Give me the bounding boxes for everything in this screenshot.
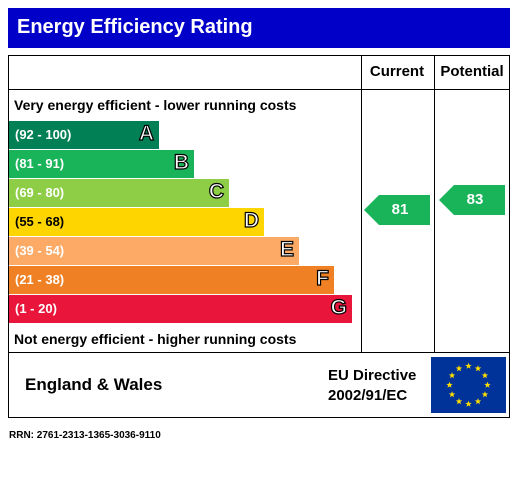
band-range-e: (39 - 54) [15, 243, 65, 258]
eu-star [465, 362, 472, 369]
eu-star [455, 365, 463, 372]
eu-stars-icon [446, 362, 491, 407]
potential-rating-value: 83 [466, 191, 484, 208]
band-range-b: (81 - 91) [15, 156, 65, 171]
eu-flag-icon [431, 357, 506, 413]
page-title: Energy Efficiency Rating [17, 16, 253, 38]
current-column-header: Current [369, 63, 425, 80]
eu-star [455, 398, 463, 405]
eu-star [481, 372, 489, 379]
eu-directive: EU Directive 2002/91/EC [328, 366, 416, 406]
efficient-note: Very energy efficient - lower running co… [14, 97, 297, 113]
eu-star [474, 398, 482, 405]
eu-star [448, 391, 456, 398]
band-g: (1 - 20) G [9, 295, 352, 323]
footer-divider [9, 352, 509, 353]
current-arrow-shape [364, 195, 430, 225]
band-f: (21 - 38) F [9, 266, 334, 294]
column-divider-current [361, 56, 362, 353]
band-e: (39 - 54) E [9, 237, 299, 265]
column-divider-potential [434, 56, 435, 353]
band-letter-a: A [138, 121, 154, 145]
directive-title: EU Directive [328, 367, 417, 384]
band-range-g: (1 - 20) [15, 301, 57, 316]
eu-star [481, 391, 489, 398]
band-range-d: (55 - 68) [15, 214, 65, 229]
potential-rating-pointer: 83 [439, 185, 505, 215]
title-bar: Energy Efficiency Rating [8, 8, 510, 48]
band-range-f: (21 - 38) [15, 272, 65, 287]
inefficient-note: Not energy efficient - higher running co… [14, 331, 297, 347]
band-letter-e: E [279, 237, 294, 261]
potential-column-header: Potential [440, 63, 504, 80]
region-label: England & Wales [25, 375, 163, 394]
band-letter-b: B [173, 150, 189, 174]
eu-star [474, 365, 482, 372]
rating-table [8, 55, 510, 418]
band-d: (55 - 68) D [9, 208, 264, 236]
eu-star [448, 372, 456, 379]
band-range-a: (92 - 100) [15, 127, 72, 142]
current-rating-pointer: 81 [364, 195, 430, 225]
directive-number: 2002/91/EC [328, 387, 408, 404]
potential-arrow-shape [439, 185, 505, 215]
band-letter-g: G [330, 295, 348, 319]
band-range-c: (69 - 80) [15, 185, 65, 200]
band-letter-c: C [208, 179, 224, 203]
eu-star [465, 400, 472, 407]
band-letter-d: D [243, 208, 259, 232]
rrn-number: RRN: 2761-2313-1365-3036-9110 [9, 430, 161, 441]
eu-star [446, 381, 453, 388]
band-letter-f: F [316, 266, 330, 290]
current-rating-value: 81 [391, 201, 409, 218]
band-c: (69 - 80) C [9, 179, 229, 207]
band-a: (92 - 100) A [9, 121, 159, 149]
band-b: (81 - 91) B [9, 150, 194, 178]
eu-star [484, 381, 491, 388]
header-divider [9, 89, 509, 90]
